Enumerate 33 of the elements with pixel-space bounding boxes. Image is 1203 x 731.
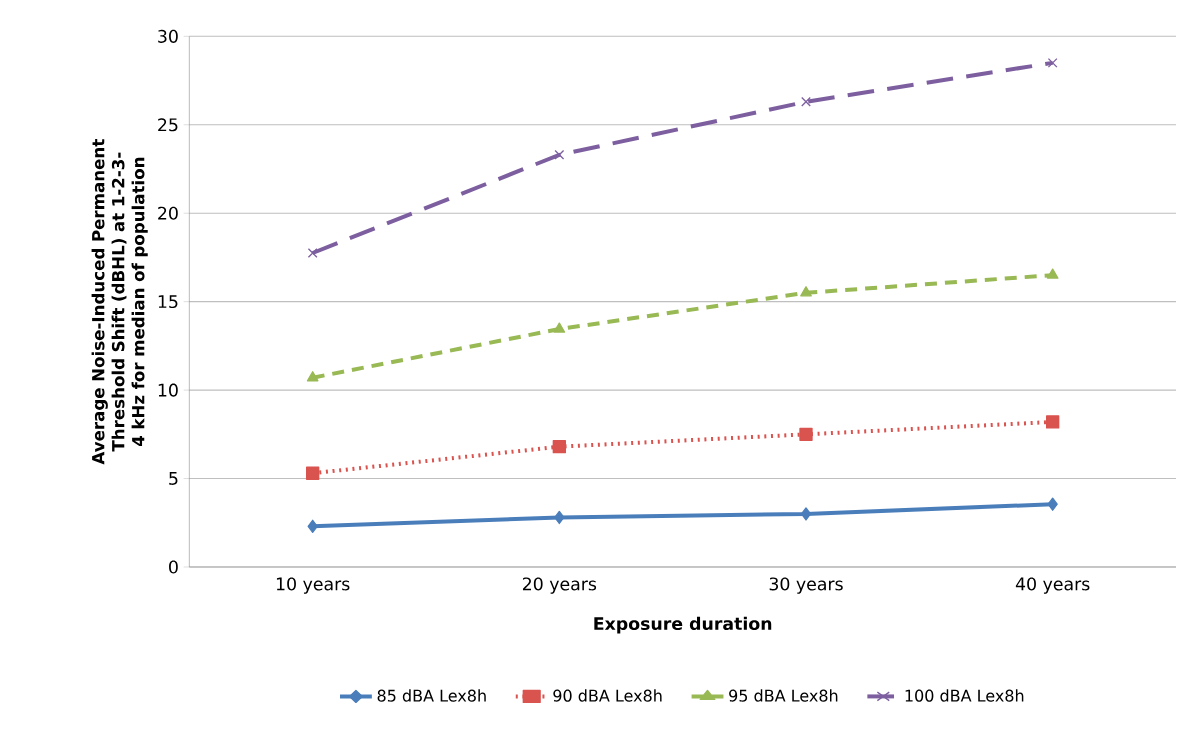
- point: [553, 322, 566, 333]
- y-axis-title: Average Noise-Induced Permanent Threshold Shift (dBHL) at 1-2-3-4 kHz for median of population: [91, 139, 148, 465]
- point: [800, 507, 812, 521]
- y-tick-label: 15: [158, 295, 178, 309]
- point: [306, 371, 319, 382]
- point: [800, 286, 812, 297]
- x-tick-label: 20 years: [522, 577, 597, 594]
- y-tick-label: 20: [158, 206, 178, 220]
- point: [1047, 497, 1058, 511]
- y-tick-label: 5: [169, 472, 178, 485]
- legend-label: 95 dBA Lex8h: [729, 689, 838, 702]
- y-tick-label: 0: [169, 560, 178, 574]
- legend-label: 85 dBA Lex8h: [377, 689, 486, 702]
- point: [306, 466, 320, 480]
- point: [799, 427, 813, 441]
- x-tick-label: 40 years: [1015, 577, 1090, 594]
- point: [1046, 415, 1060, 429]
- x-axis-title: Exposure duration: [594, 616, 772, 634]
- point: [307, 519, 318, 533]
- y-tick-label: 25: [158, 118, 178, 132]
- legend-label: 100 dBA Lex8h: [905, 689, 1024, 702]
- legend-label: 90 dBA Lex8h: [553, 689, 662, 702]
- point: [554, 510, 565, 525]
- y-tick-label: 10: [158, 383, 178, 397]
- point: [552, 440, 567, 454]
- point: [554, 149, 565, 160]
- point: [307, 248, 318, 258]
- point: [801, 96, 811, 107]
- point: [1047, 57, 1058, 68]
- y-tick-label: 30: [158, 29, 178, 43]
- x-tick-label: 10 years: [276, 577, 350, 594]
- point: [1046, 268, 1059, 279]
- x-tick-label: 30 years: [769, 577, 843, 594]
